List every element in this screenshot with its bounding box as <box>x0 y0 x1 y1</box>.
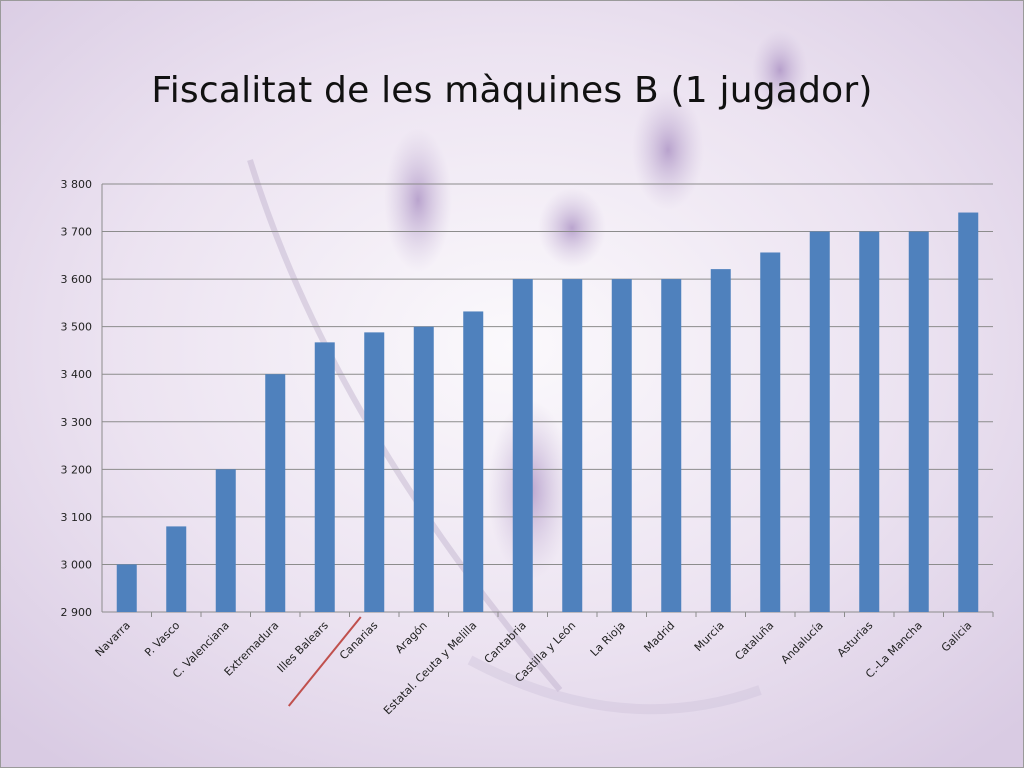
x-tick-label: Asturias <box>835 619 876 660</box>
y-tick-label: 3 300 <box>61 416 93 429</box>
y-tick-label: 3 400 <box>61 368 93 381</box>
x-tick-label: Madrid <box>641 619 677 655</box>
x-tick-label: Cataluña <box>732 619 776 663</box>
x-tick-label: P. Vasco <box>142 619 182 659</box>
y-tick-label: 3 500 <box>61 321 93 334</box>
bar <box>859 231 880 613</box>
y-tick-label: 3 100 <box>61 511 93 524</box>
y-tick-label: 3 800 <box>61 178 93 191</box>
bar <box>661 279 682 612</box>
bar <box>958 212 979 613</box>
bar <box>463 311 484 612</box>
y-tick-label: 3 000 <box>61 558 93 571</box>
x-tick-label: Canarias <box>337 619 380 662</box>
x-tick-label: Estatal. Ceuta y Melilla <box>381 619 479 717</box>
bar <box>314 342 335 612</box>
x-tick-label: Navarra <box>93 619 133 659</box>
bar <box>116 564 137 612</box>
x-tick-label: Galicia <box>939 619 975 655</box>
bar <box>710 269 731 612</box>
bar <box>611 279 632 612</box>
bar <box>908 231 929 613</box>
slide-title: Fiscalitat de les màquines B (1 jugador) <box>151 70 873 111</box>
bar <box>364 332 385 612</box>
x-tick-label: Murcia <box>692 619 727 654</box>
bar <box>166 526 187 612</box>
highlight-underline <box>287 616 362 707</box>
bar <box>760 252 781 613</box>
x-tick-label: Aragón <box>393 619 430 656</box>
x-tick-label: Illes Balears <box>275 619 331 675</box>
y-tick-label: 3 700 <box>61 226 93 239</box>
x-tick-label: Cantabria <box>482 619 529 666</box>
bar <box>562 279 583 612</box>
bar <box>809 231 830 613</box>
bar <box>512 279 533 612</box>
bar <box>265 374 286 612</box>
x-tick-label: Andalucía <box>778 619 825 666</box>
y-tick-label: 3 600 <box>61 273 93 286</box>
bar <box>413 326 434 612</box>
x-tick-label: La Rioja <box>588 619 628 659</box>
y-tick-label: 2 900 <box>61 606 93 619</box>
bar <box>215 469 236 612</box>
y-tick-label: 3 200 <box>61 463 93 476</box>
